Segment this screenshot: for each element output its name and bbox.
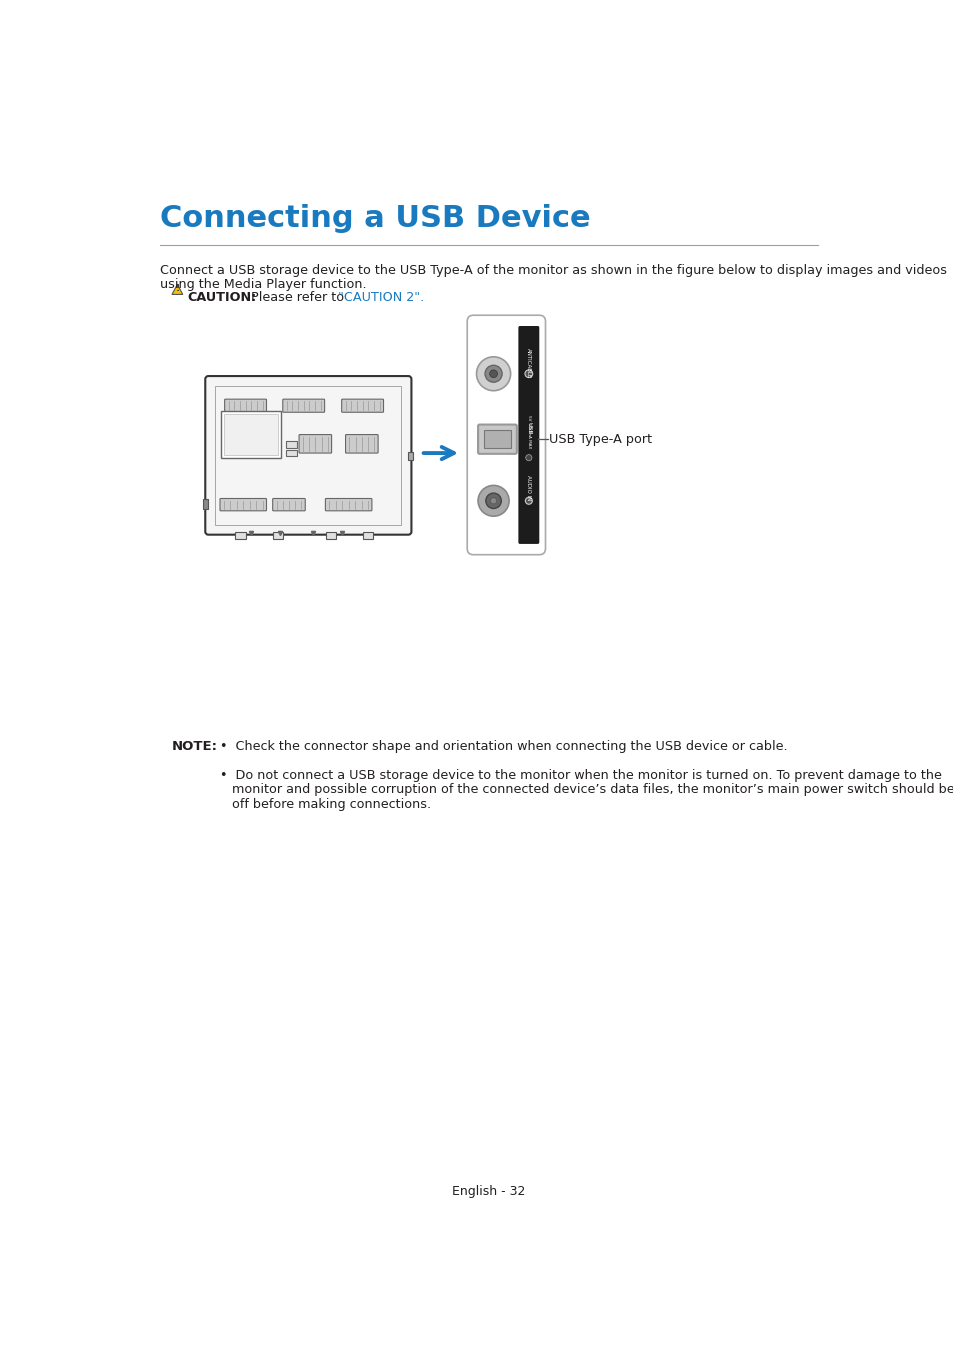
FancyArrowPatch shape (423, 447, 454, 459)
FancyBboxPatch shape (273, 498, 305, 510)
FancyBboxPatch shape (220, 410, 281, 459)
Circle shape (524, 370, 532, 378)
FancyBboxPatch shape (408, 452, 413, 460)
FancyBboxPatch shape (224, 400, 266, 412)
FancyBboxPatch shape (477, 424, 517, 454)
Text: NOTE:: NOTE: (172, 740, 217, 752)
Circle shape (489, 370, 497, 378)
FancyBboxPatch shape (286, 450, 297, 456)
FancyBboxPatch shape (235, 532, 245, 539)
Text: USB: USB (526, 423, 531, 435)
Text: AUDIO IN: AUDIO IN (526, 475, 531, 501)
Polygon shape (172, 285, 183, 294)
FancyBboxPatch shape (282, 400, 324, 412)
Circle shape (476, 356, 510, 390)
FancyBboxPatch shape (286, 440, 297, 448)
FancyBboxPatch shape (484, 429, 510, 448)
FancyBboxPatch shape (205, 377, 411, 535)
FancyBboxPatch shape (341, 400, 383, 412)
Text: "CAUTION 2".: "CAUTION 2". (337, 290, 423, 304)
Text: Please refer to: Please refer to (251, 290, 348, 304)
FancyBboxPatch shape (467, 316, 545, 555)
FancyBboxPatch shape (325, 498, 372, 510)
Text: USB Type-A port: USB Type-A port (549, 433, 652, 446)
FancyBboxPatch shape (273, 532, 282, 539)
Text: Connecting a USB Device: Connecting a USB Device (159, 204, 590, 234)
Text: •  Check the connector shape and orientation when connecting the USB device or c: • Check the connector shape and orientat… (220, 740, 787, 752)
Text: •  Do not connect a USB storage device to the monitor when the monitor is turned: • Do not connect a USB storage device to… (220, 768, 941, 782)
FancyBboxPatch shape (203, 500, 208, 509)
Text: off before making connections.: off before making connections. (220, 798, 431, 811)
Text: CAUTION:: CAUTION: (187, 290, 256, 304)
FancyBboxPatch shape (326, 532, 335, 539)
Text: English - 32: English - 32 (452, 1184, 525, 1197)
Text: using the Media Player function.: using the Media Player function. (159, 278, 366, 290)
FancyBboxPatch shape (363, 532, 373, 539)
FancyBboxPatch shape (224, 414, 278, 455)
FancyBboxPatch shape (517, 325, 538, 544)
Text: !: ! (175, 284, 179, 293)
Text: ANTICABLE: ANTICABLE (526, 348, 531, 378)
Text: monitor and possible corruption of the connected device’s data files, the monito: monitor and possible corruption of the c… (220, 783, 953, 796)
Circle shape (485, 493, 500, 509)
Circle shape (477, 486, 509, 516)
Circle shape (490, 498, 497, 504)
FancyBboxPatch shape (220, 498, 266, 510)
FancyBboxPatch shape (345, 435, 377, 454)
Circle shape (484, 366, 501, 382)
Text: 5V  500mA MAX: 5V 500mA MAX (526, 414, 530, 448)
Text: Connect a USB storage device to the USB Type-A of the monitor as shown in the fi: Connect a USB storage device to the USB … (159, 263, 945, 277)
Circle shape (525, 455, 532, 460)
Circle shape (525, 497, 532, 505)
FancyBboxPatch shape (298, 435, 332, 454)
